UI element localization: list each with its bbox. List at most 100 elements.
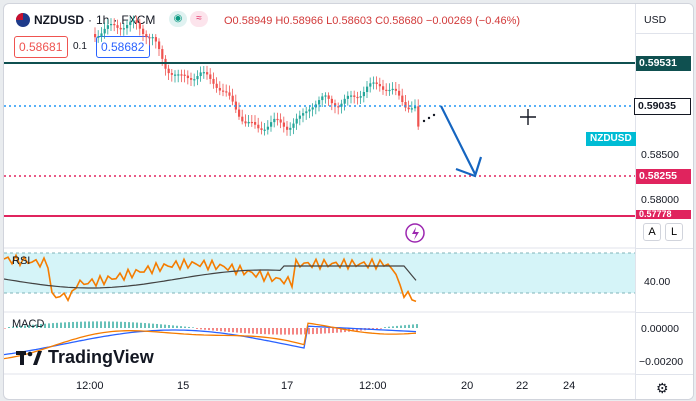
log-scale-button[interactable]: L: [665, 223, 683, 241]
rsi-label[interactable]: RSI: [12, 255, 31, 267]
forecast-arrowhead: [455, 156, 483, 178]
macd-bar: [272, 328, 274, 335]
macd-bar: [168, 325, 170, 328]
macd-bar: [16, 326, 18, 328]
auto-scale-button[interactable]: A: [643, 223, 661, 241]
macd-bar: [324, 328, 326, 334]
candle-body: [135, 20, 138, 23]
candle-body: [359, 96, 362, 98]
candle-body: [148, 37, 151, 39]
macd-bar: [204, 328, 206, 330]
macd-bar: [152, 323, 154, 328]
macd-bar: [380, 328, 382, 329]
macd-bar: [36, 324, 38, 328]
market-open-icon[interactable]: ◉: [169, 11, 187, 27]
candle-body: [385, 89, 388, 92]
price-label-support: 0.57778: [636, 210, 691, 219]
candle-body: [270, 122, 273, 127]
wave-icon[interactable]: ≈: [190, 11, 208, 27]
candle-body: [369, 83, 372, 87]
candle-body: [327, 95, 330, 99]
macd-bar: [200, 328, 202, 330]
price-label-current: 0.58255: [636, 169, 691, 184]
candle-body: [295, 118, 298, 124]
macd-bar: [44, 323, 46, 328]
candle-body: [129, 21, 132, 26]
sell-button[interactable]: 0.58681: [14, 36, 68, 58]
candle-body: [417, 106, 420, 127]
x-tick: 24: [563, 380, 576, 392]
candle-body: [334, 103, 337, 107]
macd-bar: [372, 328, 374, 330]
candle-body: [212, 78, 215, 84]
macd-tick: 0.00000: [641, 323, 679, 335]
macd-bar: [100, 321, 102, 328]
macd-bar: [188, 326, 190, 328]
candle-body: [410, 108, 413, 110]
candle-body: [158, 41, 161, 50]
symbol-legend[interactable]: NZDUSD · 1h · FXCM: [16, 13, 155, 27]
candle-body: [113, 23, 116, 26]
macd-bar: [256, 328, 258, 334]
price-chart[interactable]: [4, 4, 636, 399]
macd-bar: [92, 321, 94, 328]
symbol-tag: NZDUSD: [586, 132, 636, 146]
candle-body: [276, 118, 279, 121]
macd-bar: [180, 326, 182, 328]
macd-bar: [68, 322, 70, 328]
lightning-icon[interactable]: [405, 223, 425, 243]
candle-body: [292, 123, 295, 128]
candle-body: [196, 76, 199, 80]
macd-bar: [140, 322, 142, 328]
macd-bar: [88, 321, 90, 328]
macd-bar: [288, 328, 290, 335]
macd-bar: [236, 328, 238, 333]
crosshair-icon[interactable]: [520, 109, 536, 125]
macd-bar: [8, 327, 10, 328]
macd-bar: [316, 328, 318, 334]
macd-bar: [104, 321, 106, 328]
tradingview-logo[interactable]: TradingView: [16, 347, 154, 368]
macd-label[interactable]: MACD: [12, 318, 45, 330]
macd-bar: [328, 328, 330, 334]
candle-body: [356, 96, 359, 99]
candle-body: [279, 119, 282, 123]
macd-bar: [292, 328, 294, 335]
macd-bar: [172, 325, 174, 328]
candle-body: [343, 98, 346, 104]
candle-body: [225, 91, 228, 93]
macd-bar: [164, 324, 166, 328]
macd-bar: [336, 328, 338, 333]
currency-label[interactable]: USD: [644, 14, 667, 26]
macd-tick: −0.00200: [639, 356, 684, 368]
buy-button[interactable]: 0.58682: [96, 36, 150, 58]
candle-body: [254, 122, 257, 125]
candle-body: [366, 86, 369, 93]
macd-bar: [80, 321, 82, 328]
x-tick: 22: [516, 380, 529, 392]
candle-body: [180, 74, 183, 76]
macd-bar: [332, 328, 334, 333]
candle-body: [100, 33, 103, 37]
macd-bar: [208, 328, 210, 331]
price-axis[interactable]: USD 0.59531 0.59035 NZDUSD 0.58500 0.582…: [586, 4, 693, 399]
candle-body: [138, 22, 141, 29]
macd-bar: [412, 324, 414, 328]
candle-body: [337, 106, 340, 108]
macd-bar: [136, 322, 138, 328]
forecast-arrow[interactable]: [440, 105, 476, 175]
candle-body: [218, 87, 221, 91]
settings-gear-icon[interactable]: ⚙: [656, 380, 669, 396]
candle-body: [174, 74, 177, 76]
candle-body: [350, 95, 353, 97]
candle-body: [241, 116, 244, 122]
macd-signal-line: [4, 322, 417, 360]
candle-body: [132, 20, 135, 22]
candle-body: [388, 89, 391, 92]
macd-bar: [116, 321, 118, 328]
macd-bar: [308, 328, 310, 335]
candle-body: [119, 27, 122, 30]
x-tick: 12:00: [359, 380, 387, 392]
candle-body: [324, 95, 327, 97]
chart-window: NZDUSD · 1h · FXCM ◉ ≈ O0.58949 H0.58966…: [3, 3, 694, 400]
